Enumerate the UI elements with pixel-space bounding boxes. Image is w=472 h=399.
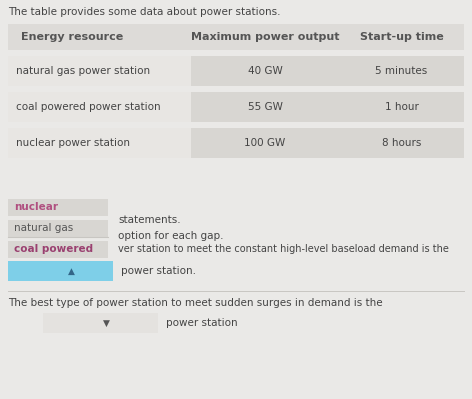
Bar <box>191 92 339 122</box>
Bar <box>8 219 108 237</box>
Text: nuclear: nuclear <box>14 202 58 212</box>
Text: Energy resource: Energy resource <box>21 32 123 42</box>
Text: nuclear power station: nuclear power station <box>16 138 130 148</box>
Text: ▲: ▲ <box>67 267 75 275</box>
Bar <box>8 24 464 50</box>
Bar <box>8 56 191 86</box>
Text: The table provides some data about power stations.: The table provides some data about power… <box>8 7 280 17</box>
Text: Start-up time: Start-up time <box>360 32 443 42</box>
Text: The best type of power station to meet sudden surges in demand is the: The best type of power station to meet s… <box>8 298 383 308</box>
Text: power station.: power station. <box>121 266 196 276</box>
Text: statements.: statements. <box>118 215 181 225</box>
Bar <box>8 198 108 215</box>
Text: 100 GW: 100 GW <box>244 138 286 148</box>
Text: natural gas power station: natural gas power station <box>16 66 150 76</box>
Text: option for each gap.: option for each gap. <box>118 231 224 241</box>
Text: coal powered power station: coal powered power station <box>16 102 160 112</box>
Text: 55 GW: 55 GW <box>247 102 282 112</box>
Text: 1 hour: 1 hour <box>385 102 419 112</box>
Bar <box>8 92 191 122</box>
Bar <box>8 128 191 158</box>
Text: ver station to meet the constant high-level baseload demand is the: ver station to meet the constant high-le… <box>118 244 449 254</box>
Bar <box>339 92 464 122</box>
Text: natural gas: natural gas <box>14 223 73 233</box>
Bar <box>191 128 339 158</box>
Bar <box>8 241 108 257</box>
Text: power station: power station <box>166 318 237 328</box>
Bar <box>43 313 158 333</box>
Text: Maximum power output: Maximum power output <box>191 32 339 42</box>
Text: 5 minutes: 5 minutes <box>375 66 428 76</box>
Text: coal powered: coal powered <box>14 244 93 254</box>
Text: 40 GW: 40 GW <box>248 66 282 76</box>
Text: 8 hours: 8 hours <box>382 138 421 148</box>
Bar <box>191 56 339 86</box>
Bar <box>339 128 464 158</box>
Bar <box>8 261 113 281</box>
Bar <box>339 56 464 86</box>
Text: ▼: ▼ <box>103 318 110 328</box>
